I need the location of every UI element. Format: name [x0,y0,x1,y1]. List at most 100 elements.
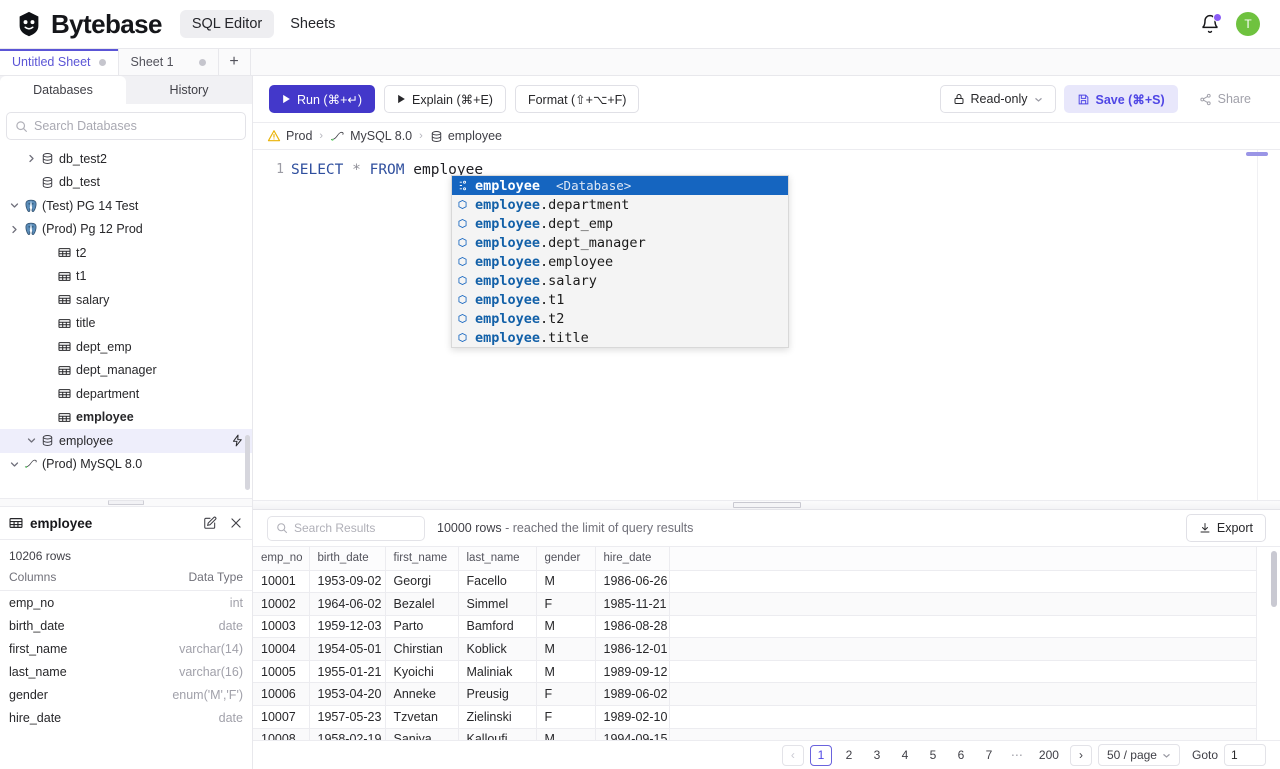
goto-page-input[interactable] [1224,744,1266,766]
results-column-header[interactable]: emp_no [253,547,310,571]
nav-sql-editor[interactable]: SQL Editor [179,10,275,38]
table-cell[interactable]: 1955-01-21 [309,660,386,684]
table-row[interactable]: 10007 1957-05-23 Tzvetan Zielinski F 1989-02-… [253,705,1257,729]
table-cell[interactable]: 10001 [253,570,310,594]
table-cell[interactable]: M [536,615,596,639]
tree-node-employee[interactable]: employee [0,429,252,453]
autocomplete-item[interactable]: employee.department [452,195,788,214]
tree-node-title[interactable]: title [0,312,252,336]
autocomplete-item[interactable]: employee.title [452,328,788,347]
table-cell[interactable]: 1986-12-01 [595,637,670,661]
nav-sheets[interactable]: Sheets [290,16,336,32]
explain-button[interactable]: Explain (⌘+E) [384,85,506,113]
pagination-page-1[interactable]: 1 [809,744,832,766]
table-cell[interactable]: Bezalel [385,592,459,616]
add-sheet-button[interactable]: + [219,49,251,75]
search-results-input[interactable] [294,521,416,535]
autocomplete-item[interactable]: employee.dept_manager [452,233,788,252]
export-button[interactable]: Export [1185,514,1266,542]
autocomplete-item[interactable]: employee.salary [452,271,788,290]
table-cell[interactable]: 1954-05-01 [309,637,386,661]
table-cell[interactable]: 10008 [253,728,310,740]
table-cell[interactable]: Tzvetan [385,705,459,729]
table-cell[interactable]: 1964-06-02 [309,592,386,616]
results-column-header[interactable]: gender [536,547,596,571]
table-row[interactable]: 10005 1955-01-21 Kyoichi Maliniak M 1989-09-1… [253,660,1257,684]
table-cell[interactable]: 1958-02-19 [309,728,386,740]
format-button[interactable]: Format (⇧+⌥+F) [514,85,640,113]
table-cell[interactable]: Zielinski [458,705,537,729]
table-cell[interactable]: Chirstian [385,637,459,661]
editor-scrollbar-thumb[interactable] [1246,152,1268,156]
breadcrumb-environment[interactable]: Prod [267,129,312,143]
pagination-page-2[interactable]: 2 [845,748,853,762]
results-horizontal-splitter[interactable] [253,500,1280,510]
brand-logo[interactable]: Bytebase [14,9,162,40]
table-cell[interactable]: Preusig [458,682,537,707]
sheet-tab-sheet1[interactable]: Sheet 1 [118,49,219,75]
sidebar-scrollbar-thumb[interactable] [245,435,250,490]
search-databases-input[interactable] [34,119,237,133]
table-cell[interactable]: F [536,682,596,707]
lightning-icon[interactable] [231,434,244,447]
table-cell[interactable]: 1994-09-15 [595,728,670,740]
share-button[interactable]: Share [1185,85,1264,113]
table-cell[interactable]: M [536,570,596,594]
sheet-tab-dirty-dot[interactable] [198,58,206,66]
tree-node-t1[interactable]: t1 [0,265,252,289]
table-cell[interactable]: 10002 [253,592,310,616]
chevron-down-icon[interactable] [6,201,22,210]
pagination-page-last[interactable]: 200 [1038,748,1059,762]
results-column-header[interactable]: first_name [385,547,459,571]
tree-node-employee[interactable]: employee [0,406,252,430]
table-cell[interactable]: Georgi [385,570,459,594]
tree-node-test-pg-14-test[interactable]: (Test) PG 14 Test [0,194,252,218]
table-cell[interactable]: 10004 [253,637,310,661]
search-databases-box[interactable] [6,112,246,140]
table-cell[interactable]: 1953-04-20 [309,682,386,707]
table-cell[interactable]: 10003 [253,615,310,639]
pagination-page-6[interactable]: 6 [957,748,965,762]
tree-node-db-test[interactable]: db_test [0,171,252,195]
table-cell[interactable]: 10007 [253,705,310,729]
pagination-next-button[interactable]: › [1069,744,1092,766]
chevron-down-icon[interactable] [23,436,39,445]
autocomplete-item[interactable]: employee.employee [452,252,788,271]
tab-databases[interactable]: Databases [0,76,126,104]
tree-node-department[interactable]: department [0,382,252,406]
pagination-page-7[interactable]: 7 [985,748,993,762]
breadcrumb-database[interactable]: employee [430,129,502,143]
chevron-right-icon[interactable] [6,225,22,234]
table-row[interactable]: 10006 1953-04-20 Anneke Preusig F 1989-06-02 [253,682,1257,707]
table-cell[interactable]: Anneke [385,682,459,707]
table-cell[interactable]: Simmel [458,592,537,616]
table-cell[interactable]: 1986-06-26 [595,570,670,594]
results-column-header[interactable]: birth_date [309,547,386,571]
sheet-tab-dirty-dot[interactable] [98,58,106,66]
tree-node-salary[interactable]: salary [0,288,252,312]
bell-icon[interactable] [1200,13,1222,34]
chevron-right-icon[interactable] [23,154,39,163]
table-cell[interactable]: 1959-12-03 [309,615,386,639]
tree-node-dept-emp[interactable]: dept_emp [0,335,252,359]
readonly-dropdown[interactable]: Read-only [939,85,1056,113]
save-button[interactable]: Save (⌘+S) [1063,85,1178,113]
table-cell[interactable]: M [536,728,596,740]
tree-node-dept-manager[interactable]: dept_manager [0,359,252,383]
table-cell[interactable]: M [536,637,596,661]
table-cell[interactable]: 1989-09-12 [595,660,670,684]
autocomplete-item[interactable]: employee.t1 [452,290,788,309]
tree-node-db-test2[interactable]: db_test2 [0,147,252,171]
page-size-select[interactable]: 50 / page [1097,744,1180,766]
table-cell[interactable]: M [536,660,596,684]
table-cell[interactable]: Maliniak [458,660,537,684]
table-cell[interactable]: Kyoichi [385,660,459,684]
autocomplete-item[interactable]: employee.dept_emp [452,214,788,233]
tree-node-prod-mysql-8-0[interactable]: (Prod) MySQL 8.0 [0,453,252,477]
breadcrumb-instance[interactable]: MySQL 8.0 [330,129,412,143]
table-row[interactable]: 10001 1953-09-02 Georgi Facello M 1986-06-26 [253,570,1257,594]
table-cell[interactable]: 1985-11-21 [595,592,670,616]
sheet-tab-untitled[interactable]: Untitled Sheet [0,49,119,75]
pagination-page-5[interactable]: 5 [929,748,937,762]
chevron-down-icon[interactable] [6,460,22,469]
